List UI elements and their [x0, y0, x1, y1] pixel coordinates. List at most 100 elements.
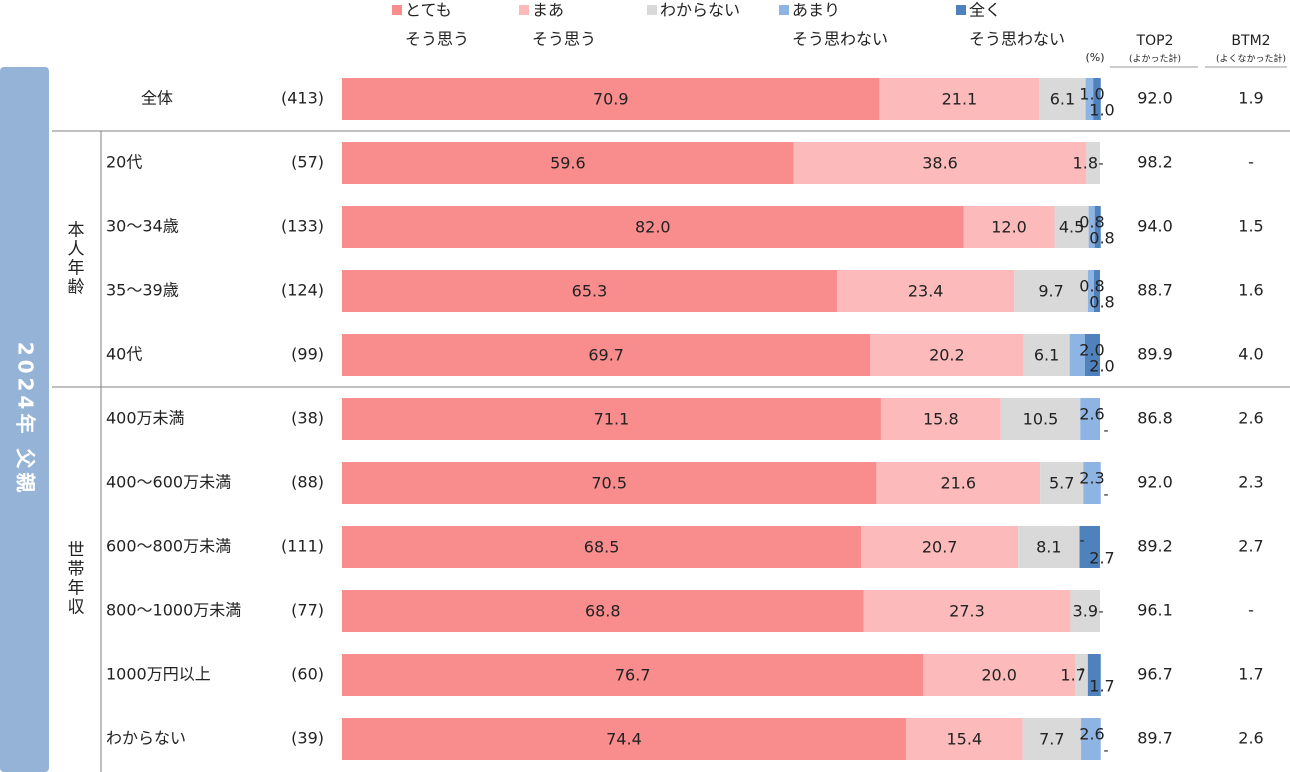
- bar-segment: [1081, 718, 1101, 760]
- bar-segment: [342, 206, 964, 248]
- btm2-header: BTM2: [1231, 33, 1270, 49]
- group-label-age: 本: [68, 221, 85, 241]
- data-label: 6.1: [1050, 90, 1075, 109]
- bar-segment: [342, 590, 864, 632]
- data-label-dash: -: [1098, 156, 1103, 172]
- data-label: 27.3: [949, 602, 985, 621]
- category-label: 400～600万未満: [106, 473, 231, 492]
- category-label: 800～1000万未満: [106, 601, 241, 620]
- btm2-value: 1.7: [1238, 665, 1263, 684]
- bar-segment: [1070, 590, 1100, 632]
- category-label: 1000万円以上: [106, 665, 211, 684]
- bar-segment: [1000, 398, 1081, 440]
- legend-swatch: [392, 5, 402, 15]
- sample-size: (111): [281, 537, 324, 556]
- legend-label: とても: [405, 1, 452, 20]
- group-label-age: 人: [68, 240, 85, 260]
- data-label-dash: -: [1079, 661, 1084, 677]
- btm2-value: 1.5: [1238, 217, 1263, 236]
- top2-subheader: (よかった計): [1129, 53, 1181, 65]
- data-label: 23.4: [908, 282, 944, 301]
- btm2-value: 2.6: [1238, 409, 1263, 428]
- sample-size: (124): [281, 281, 324, 300]
- data-label: 3.9: [1073, 602, 1098, 621]
- btm2-value: 1.6: [1238, 281, 1263, 300]
- category-label: 全体: [141, 89, 173, 108]
- bar-segment: [1086, 142, 1100, 184]
- bar-segment: [923, 654, 1075, 696]
- category-label: 30～34歳: [106, 217, 179, 236]
- btm2-value: -: [1248, 153, 1254, 172]
- sample-size: (133): [281, 217, 324, 236]
- btm2-value: 2.3: [1238, 473, 1263, 492]
- top2-value: 98.2: [1137, 153, 1173, 172]
- category-label: わからない: [106, 729, 186, 748]
- data-label-dash: -: [1098, 604, 1103, 620]
- data-label-dash: -: [1103, 743, 1108, 759]
- bar-segment: [876, 462, 1041, 504]
- data-label: 15.8: [923, 410, 959, 429]
- bar-segment: [1054, 206, 1089, 248]
- side-label: 2024年 父親: [14, 342, 38, 497]
- group-label-income: 収: [68, 598, 85, 618]
- bar-segment: [1040, 462, 1084, 504]
- data-label: 38.6: [922, 154, 958, 173]
- bar-segment: [342, 334, 871, 376]
- bar-segment: [1093, 78, 1101, 120]
- btm2-value: -: [1248, 601, 1254, 620]
- data-label: 20.2: [929, 346, 965, 365]
- bar-segment: [880, 398, 1001, 440]
- group-label-income: 帯: [68, 560, 85, 580]
- bar-segment: [1087, 270, 1094, 312]
- legend-label: 全く: [969, 1, 1001, 20]
- bar-segment: [963, 206, 1055, 248]
- bar-segment: [342, 270, 837, 312]
- data-label-dash: -: [1103, 423, 1108, 439]
- data-label-small: 2.0: [1089, 357, 1114, 376]
- group-label-income: 世: [68, 541, 85, 561]
- sample-size: (60): [291, 665, 324, 684]
- top2-value: 88.7: [1137, 281, 1173, 300]
- data-label: 1.8: [1073, 154, 1098, 173]
- data-label-small: 2.6: [1079, 725, 1104, 744]
- side-band: [0, 67, 49, 772]
- data-label: 5.7: [1049, 474, 1074, 493]
- sample-size: (88): [291, 473, 324, 492]
- data-label: 76.7: [615, 666, 651, 685]
- top2-value: 92.0: [1137, 89, 1173, 108]
- data-label-small: 2.0: [1079, 341, 1104, 360]
- bar-segment: [1084, 334, 1100, 376]
- data-label: 70.5: [591, 474, 627, 493]
- legend-label: まあ: [532, 1, 564, 20]
- btm2-subheader: (よくなかった計): [1216, 53, 1286, 65]
- bar-segment: [1079, 526, 1100, 568]
- legend-label-line2: そう思わない: [969, 30, 1065, 49]
- category-label: 40代: [106, 345, 142, 364]
- category-label: 400万未満: [106, 409, 185, 428]
- data-label: 59.6: [550, 154, 586, 173]
- data-label: 15.4: [947, 730, 983, 749]
- bar-segment: [1039, 78, 1086, 120]
- data-label: 65.3: [572, 282, 608, 301]
- top2-value: 94.0: [1137, 217, 1173, 236]
- data-label: 21.1: [942, 90, 978, 109]
- data-label-small: 2.3: [1079, 469, 1104, 488]
- unit-label: (%): [1085, 51, 1104, 64]
- sample-size: (39): [291, 729, 324, 748]
- data-label: 7.7: [1039, 730, 1064, 749]
- legend-swatch: [956, 5, 966, 15]
- data-label-small: 2.7: [1089, 549, 1114, 568]
- data-label: 69.7: [588, 346, 624, 365]
- data-label: 6.1: [1034, 346, 1059, 365]
- bar-segment: [1074, 654, 1088, 696]
- data-label-dash: -: [1103, 487, 1108, 503]
- group-label-age: 年: [68, 259, 85, 279]
- top2-value: 86.8: [1137, 409, 1173, 428]
- data-label: 20.7: [922, 538, 958, 557]
- data-label-small: 0.8: [1089, 229, 1114, 248]
- legend-swatch: [647, 5, 657, 15]
- data-label: 21.6: [940, 474, 976, 493]
- data-label-small: 1.7: [1089, 677, 1114, 696]
- bar-segment: [1014, 270, 1088, 312]
